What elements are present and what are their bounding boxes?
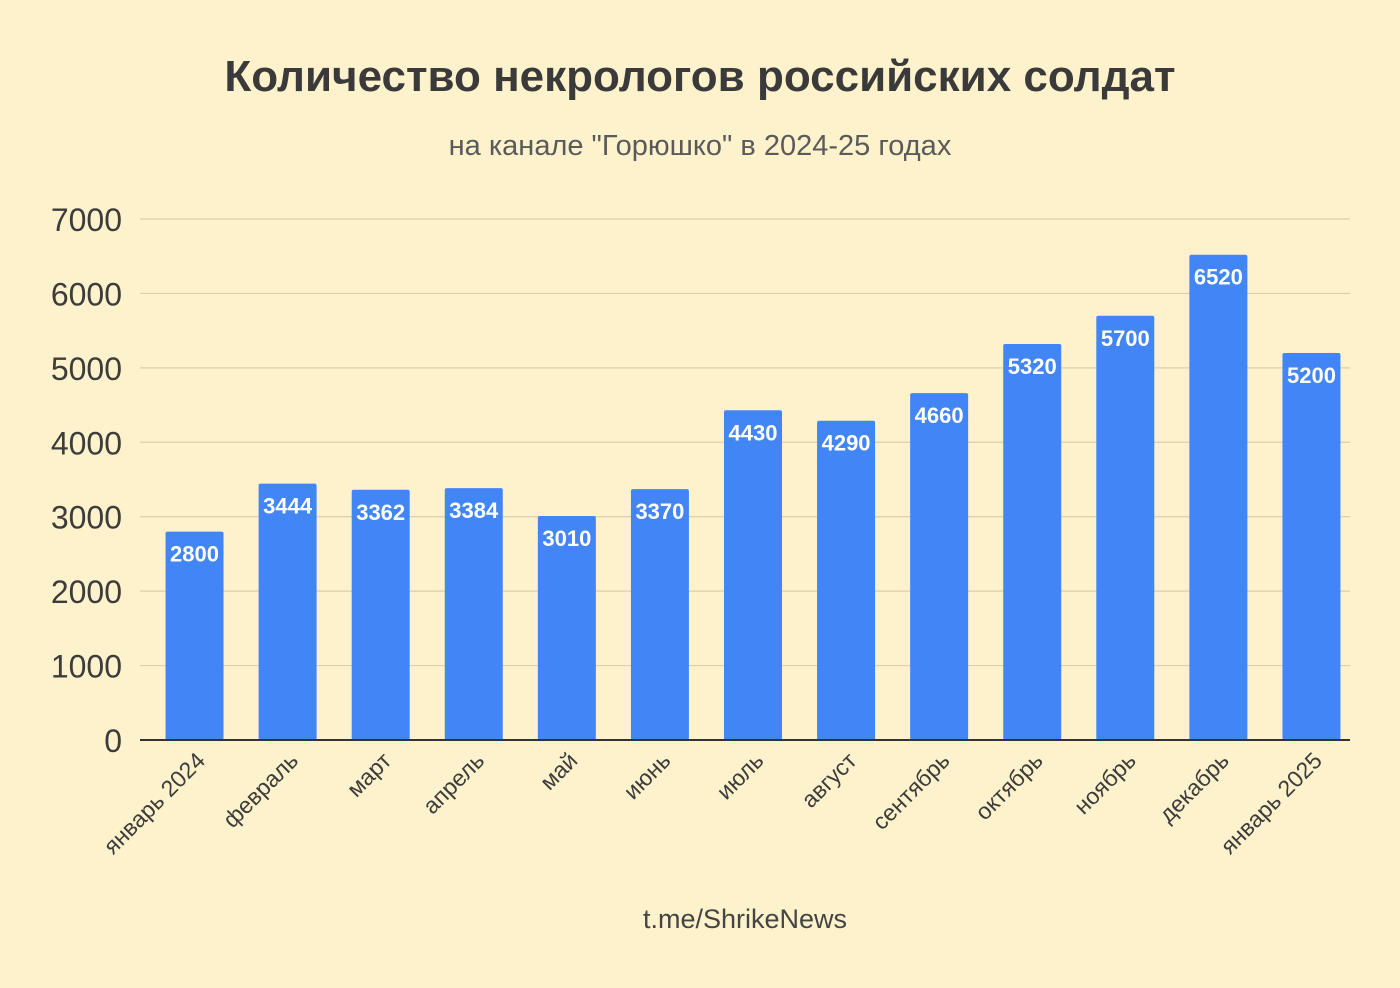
bar bbox=[1096, 315, 1155, 740]
x-tick-label: октябрь bbox=[970, 747, 1048, 825]
bar bbox=[817, 420, 876, 740]
y-tick-label: 4000 bbox=[51, 425, 122, 461]
data-label: 3370 bbox=[635, 499, 684, 524]
x-tick-label: август bbox=[796, 747, 862, 813]
bar bbox=[537, 515, 596, 740]
source-link: t.me/ShrikeNews bbox=[642, 904, 848, 934]
data-label: 5320 bbox=[1008, 354, 1057, 379]
x-tick-label: ноябрь bbox=[1069, 747, 1141, 819]
bar bbox=[258, 483, 317, 740]
x-axis-tick-labels: январь 2024 февраль март апрель май июнь июль а… bbox=[98, 747, 1327, 859]
y-tick-label: 5000 bbox=[51, 351, 122, 387]
x-tick-label: июль bbox=[711, 747, 768, 804]
data-label: 6520 bbox=[1194, 265, 1243, 290]
data-label: 3444 bbox=[263, 494, 313, 519]
x-tick-label: июнь bbox=[618, 747, 675, 804]
x-tick-label: январь 2024 bbox=[98, 747, 210, 859]
data-label: 4660 bbox=[915, 403, 964, 428]
bar bbox=[1189, 254, 1248, 740]
y-tick-label: 7000 bbox=[51, 202, 122, 238]
x-tick-label: сентябрь bbox=[867, 747, 955, 835]
data-label: 3362 bbox=[356, 500, 405, 525]
bar bbox=[1282, 352, 1341, 740]
bar bbox=[630, 489, 689, 740]
y-tick-label: 0 bbox=[104, 723, 122, 759]
x-tick-label: март bbox=[341, 747, 396, 802]
data-label: 3384 bbox=[449, 498, 499, 523]
x-tick-label: апрель bbox=[418, 747, 490, 819]
data-label: 5200 bbox=[1287, 363, 1336, 388]
data-label: 2800 bbox=[170, 542, 219, 567]
bar bbox=[910, 393, 969, 740]
data-label: 3010 bbox=[542, 526, 591, 551]
bars bbox=[165, 254, 1341, 740]
bar bbox=[165, 531, 224, 740]
chart-title: Количество некрологов российских солдат bbox=[224, 52, 1176, 101]
x-tick-label: февраль bbox=[218, 747, 304, 833]
y-axis-tick-labels: 0 1000 2000 3000 4000 5000 6000 7000 bbox=[51, 202, 122, 759]
bar bbox=[724, 410, 782, 740]
data-label: 4290 bbox=[822, 431, 871, 456]
y-tick-label: 6000 bbox=[51, 276, 122, 312]
chart-subtitle: на канале "Горюшко" в 2024-25 годах bbox=[448, 130, 952, 162]
data-label: 4430 bbox=[729, 420, 778, 445]
bar bbox=[444, 488, 503, 740]
data-labels: 2800 3444 3362 3384 3010 3370 4430 4290 4660 5320… bbox=[170, 265, 1336, 567]
data-label: 5700 bbox=[1101, 326, 1150, 351]
y-tick-label: 2000 bbox=[51, 574, 122, 610]
y-tick-label: 1000 bbox=[51, 649, 122, 685]
bar bbox=[351, 489, 410, 740]
x-tick-label: май bbox=[535, 747, 583, 795]
x-tick-label: декабрь bbox=[1154, 747, 1234, 827]
y-tick-label: 3000 bbox=[51, 500, 122, 536]
bar bbox=[1003, 344, 1062, 740]
